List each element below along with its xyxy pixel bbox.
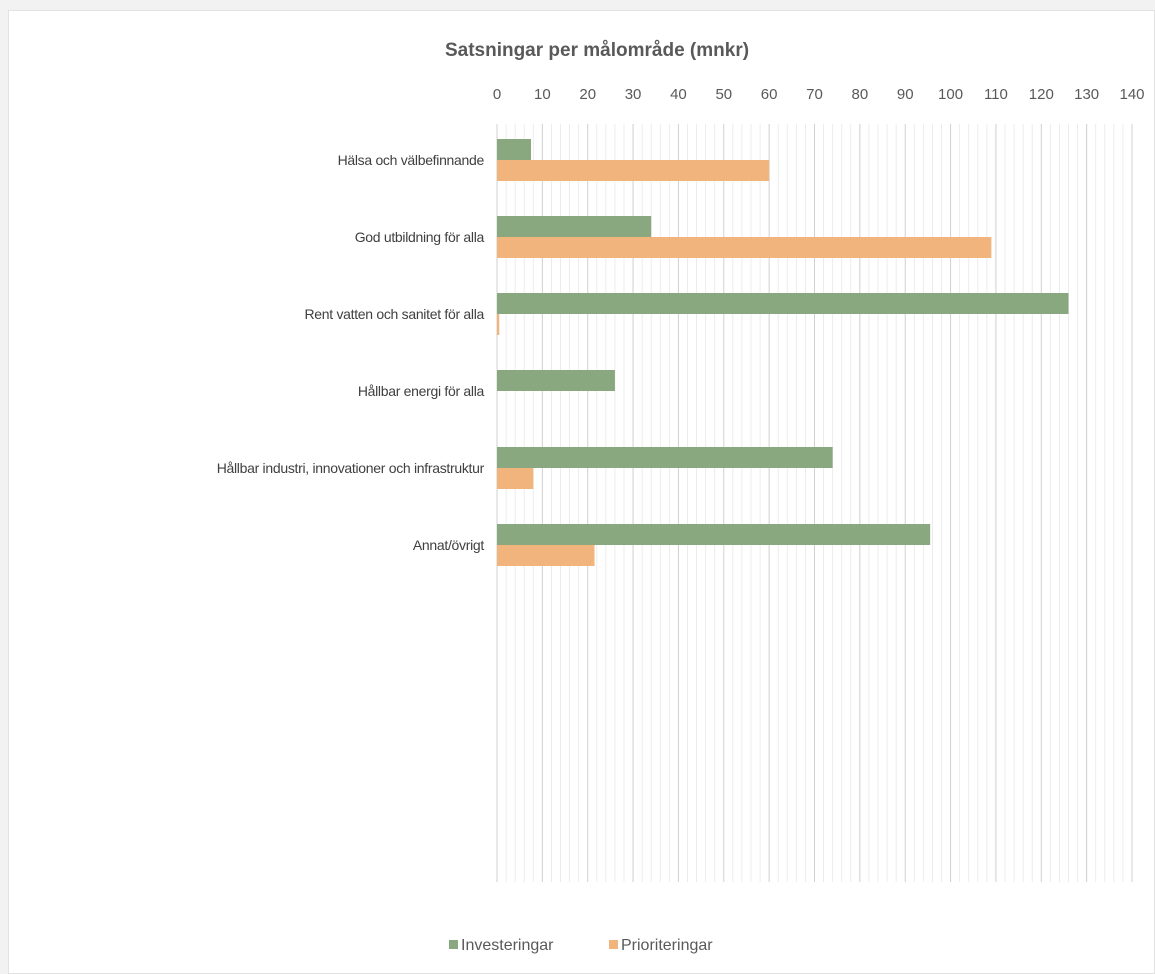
x-tick-label: 20: [579, 86, 596, 103]
category-label: Hållbar industri, innovationer och infra…: [217, 460, 485, 476]
bar-prioriteringar[interactable]: [497, 468, 534, 489]
x-tick-label: 120: [1029, 86, 1054, 103]
category-labels: Hälsa och välbefinnande God utbildning fö…: [217, 152, 485, 553]
x-tick-label: 0: [493, 86, 501, 103]
bar-prioriteringar[interactable]: [497, 545, 595, 566]
x-tick-label: 60: [761, 86, 778, 103]
bar-investeringar[interactable]: [497, 293, 1069, 314]
x-tick-label: 90: [897, 86, 914, 103]
bar-investeringar[interactable]: [497, 370, 615, 391]
legend-swatch: [609, 940, 618, 949]
x-tick-label: 50: [715, 86, 732, 103]
bar-investeringar[interactable]: [497, 524, 931, 545]
bar-investeringar[interactable]: [497, 139, 532, 160]
chart-title: Satsningar per målområde (mnkr): [445, 40, 749, 61]
x-tick-label: 30: [625, 86, 642, 103]
x-tick-label: 70: [806, 86, 823, 103]
legend-label: Prioriteringar: [621, 937, 713, 954]
category-label: Hållbar energi för alla: [358, 383, 485, 399]
bar-prioriteringar[interactable]: [497, 237, 992, 258]
bar-prioriteringar[interactable]: [497, 314, 500, 335]
category-label: Annat/övrigt: [413, 537, 485, 553]
x-axis-ticks: 0 10 20 30 40 50 60 70 80 90 100 110 120 130 140: [493, 86, 1145, 103]
category-label: Rent vatten och sanitet för alla: [304, 306, 484, 322]
legend-label: Investeringar: [461, 937, 554, 954]
bar-investeringar[interactable]: [497, 447, 833, 468]
bar-prioriteringar[interactable]: [497, 160, 770, 181]
x-tick-label: 40: [670, 86, 687, 103]
category-label: Hälsa och välbefinnande: [338, 152, 485, 168]
category-label: God utbildning för alla: [355, 229, 485, 245]
x-tick-label: 110: [984, 86, 1008, 103]
x-tick-label: 130: [1074, 86, 1099, 103]
bar-investeringar[interactable]: [497, 216, 652, 237]
bars: [497, 139, 1069, 566]
x-tick-label: 10: [534, 86, 551, 103]
x-tick-label: 140: [1119, 86, 1144, 103]
x-tick-label: 80: [852, 86, 869, 103]
x-tick-label: 100: [938, 86, 963, 103]
legend[interactable]: Investeringar Prioriteringar: [449, 937, 713, 954]
legend-swatch: [449, 940, 458, 949]
